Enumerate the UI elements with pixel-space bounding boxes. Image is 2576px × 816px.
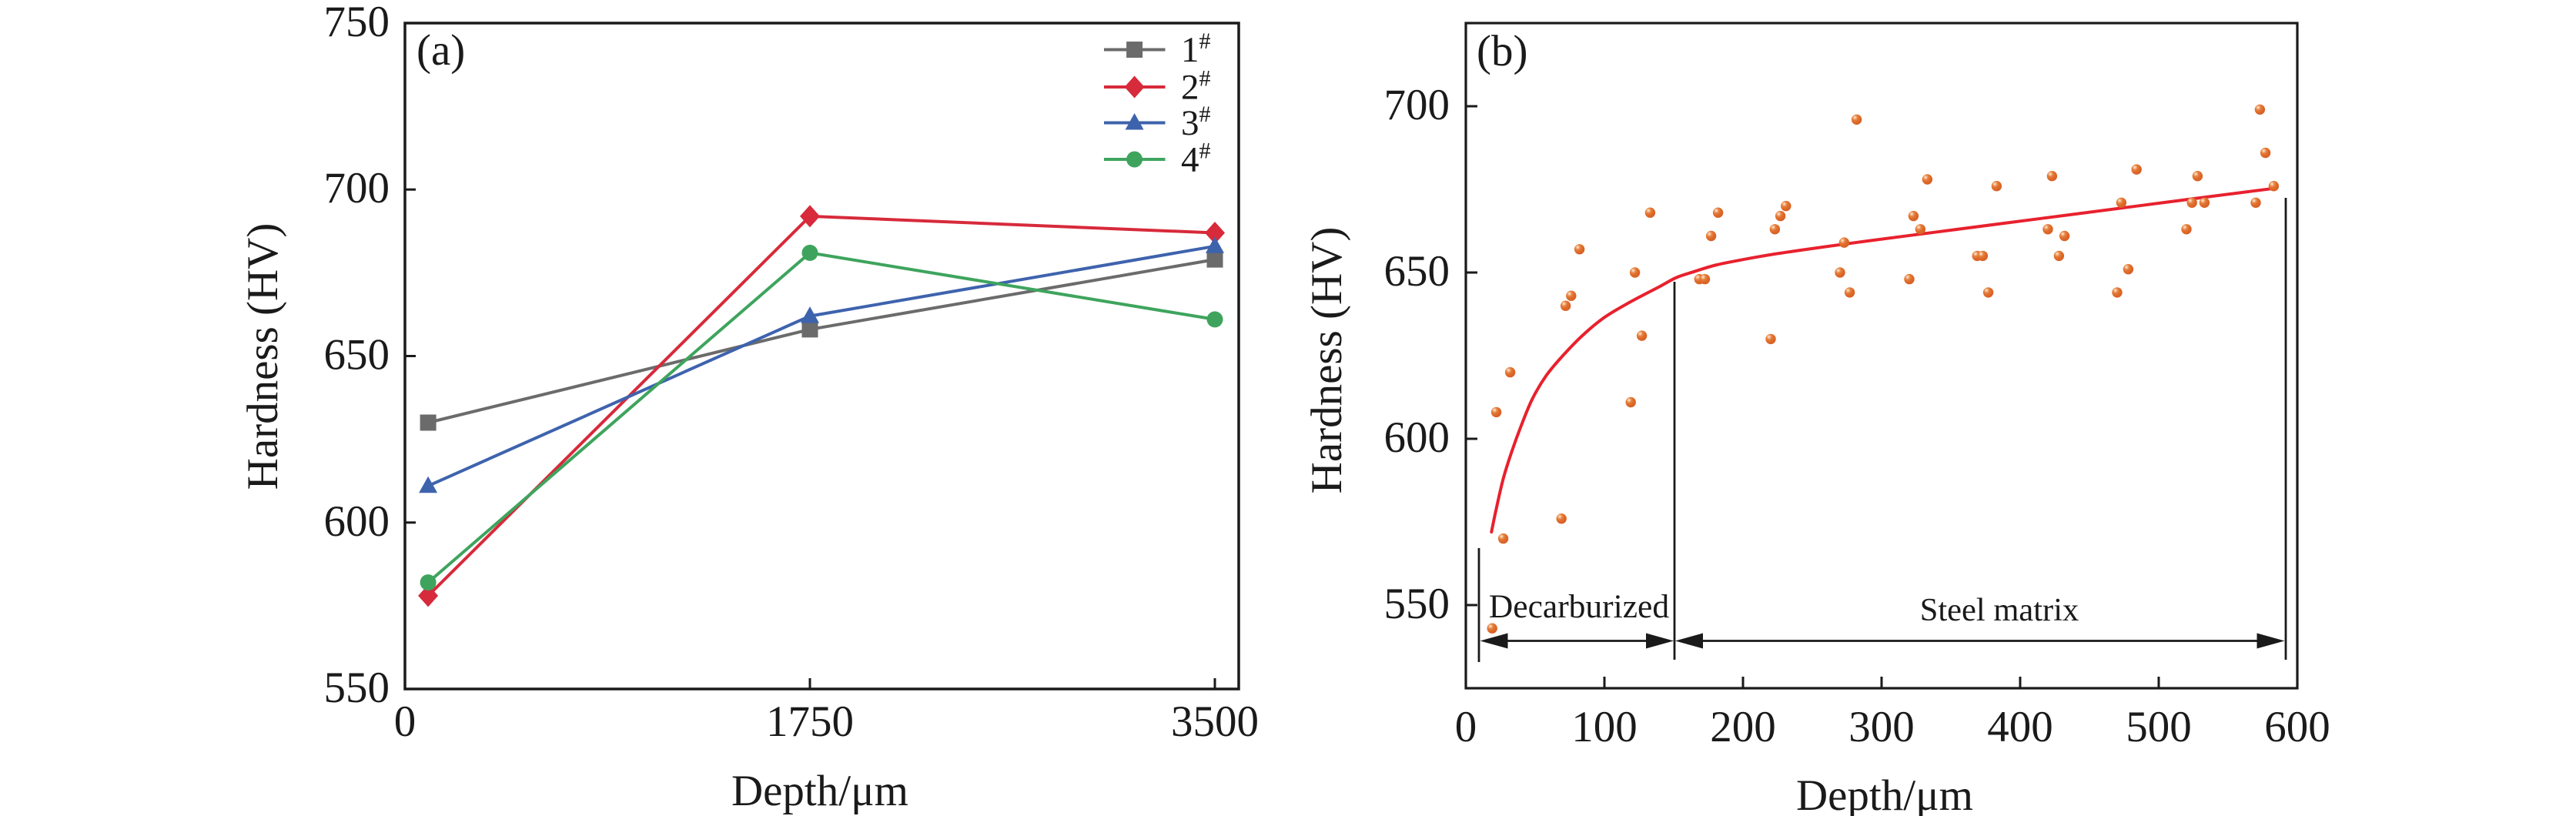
svg-text:700: 700 (324, 164, 390, 212)
svg-text:650: 650 (1384, 247, 1450, 296)
svg-text:700: 700 (1384, 81, 1450, 129)
svg-text:750: 750 (324, 0, 390, 46)
svg-text:1750: 1750 (766, 697, 854, 746)
svg-text:(b): (b) (1477, 27, 1527, 75)
svg-text:Steel matrix: Steel matrix (1920, 592, 2079, 628)
svg-text:600: 600 (2264, 703, 2330, 751)
svg-text:Decarburized: Decarburized (1489, 588, 1670, 625)
svg-text:500: 500 (2126, 703, 2192, 751)
svg-text:(a): (a) (417, 26, 465, 75)
svg-text:600: 600 (324, 497, 390, 546)
svg-text:Depth/μm: Depth/μm (731, 767, 908, 815)
svg-text:0: 0 (394, 697, 417, 746)
svg-text:3#: 3# (1181, 102, 1211, 143)
svg-text:Depth/μm: Depth/μm (1796, 771, 1973, 816)
svg-text:650: 650 (324, 331, 390, 380)
svg-text:550: 550 (1384, 580, 1450, 628)
svg-text:Hardness (HV): Hardness (HV) (239, 223, 287, 490)
svg-text:300: 300 (1848, 703, 1915, 751)
svg-text:600: 600 (1384, 413, 1450, 462)
svg-text:400: 400 (1987, 703, 2053, 751)
svg-text:200: 200 (1710, 703, 1776, 751)
svg-text:3500: 3500 (1171, 697, 1259, 746)
svg-text:0: 0 (1455, 703, 1477, 751)
svg-text:Hardness (HV): Hardness (HV) (1303, 227, 1351, 494)
svg-text:550: 550 (324, 664, 390, 712)
svg-text:100: 100 (1571, 703, 1638, 751)
